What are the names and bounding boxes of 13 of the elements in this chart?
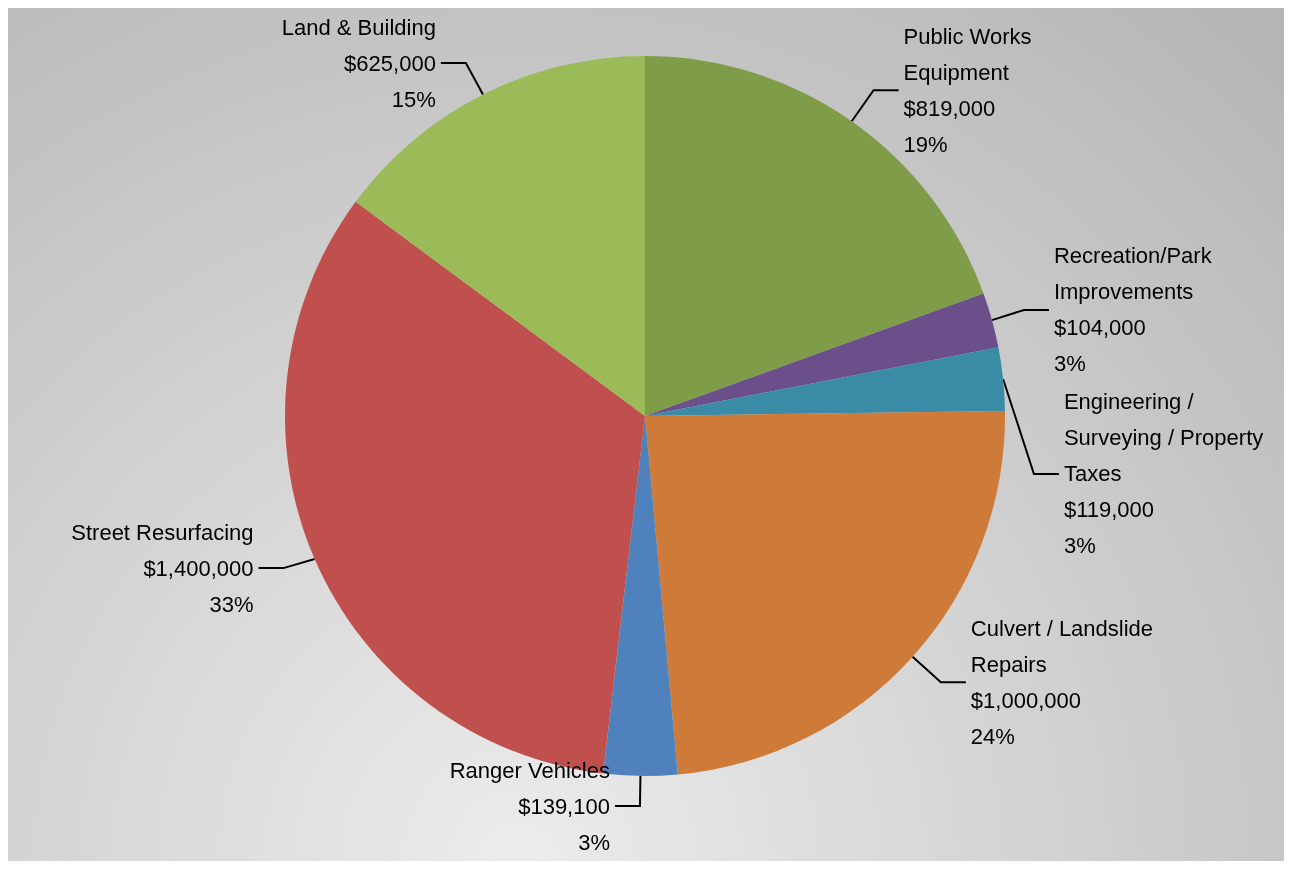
data-label: $819,000 19% (903, 95, 996, 157)
slice-label: Land & Building (281, 14, 436, 40)
data-label: $139,100 3% (518, 793, 610, 855)
data-label: $119,000 3% (1063, 497, 1155, 559)
slice-label: Public Works Equipment (903, 23, 1038, 85)
slice-label: Recreation/Park Improvements (1053, 243, 1218, 305)
slice-label: Engineering / Surveying / Property Taxes (1063, 389, 1270, 487)
data-label: $1,400,000 33% (143, 555, 254, 617)
data-label: $625,000 15% (344, 50, 436, 112)
data-label: $1,000,000 24% (970, 687, 1081, 749)
data-label: $104,000 3% (1053, 315, 1146, 377)
slice-label: Culvert / Landslide Repairs (970, 615, 1160, 677)
slice-label: Street Resurfacing (71, 519, 254, 545)
